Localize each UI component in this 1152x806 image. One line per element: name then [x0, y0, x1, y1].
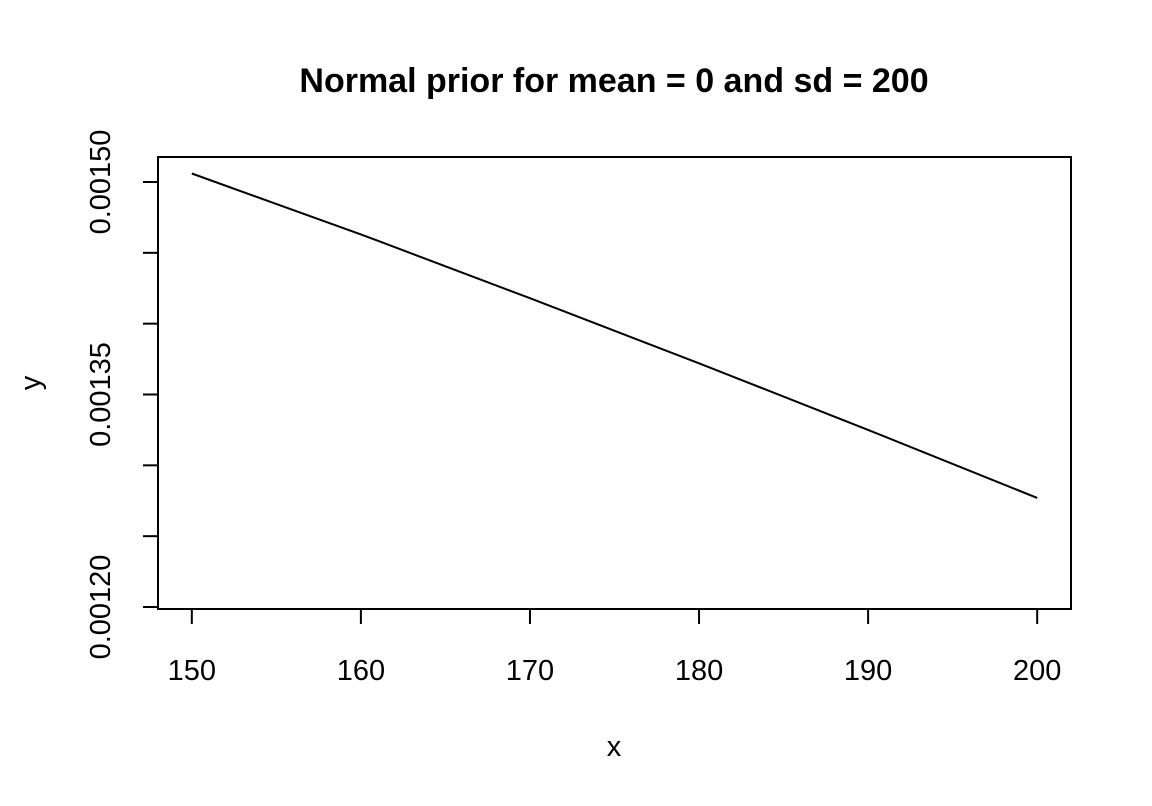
y-tick-label: 0.00120: [85, 555, 117, 660]
series-line: [191, 172, 1038, 499]
x-tick-label: 200: [1013, 655, 1061, 687]
y-axis: 0.00120 0.00135 0.00150: [85, 130, 159, 660]
y-axis-label: y: [15, 375, 47, 390]
x-tick-label: 170: [506, 655, 554, 687]
x-tick-label: 190: [844, 655, 892, 687]
x-tick-label: 180: [675, 655, 723, 687]
y-tick-label: 0.00150: [85, 130, 117, 235]
series-layer: [191, 172, 1038, 499]
x-tick-label: 160: [337, 655, 385, 687]
x-tick-label: 150: [168, 655, 216, 687]
x-axis: 150 160 170 180 190 200: [168, 608, 1061, 687]
y-tick-label: 0.00135: [85, 342, 117, 447]
plot-frame: [157, 156, 1072, 610]
x-axis-label: x: [607, 731, 622, 763]
chart-title: Normal prior for mean = 0 and sd = 200: [299, 62, 928, 100]
